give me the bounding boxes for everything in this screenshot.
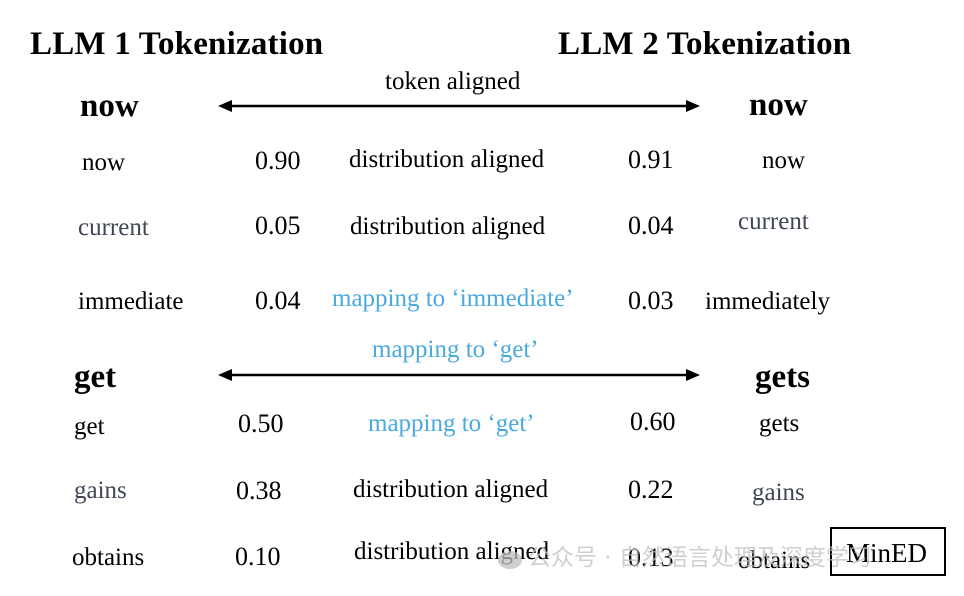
- left-token: get: [74, 413, 105, 440]
- left-token: current: [78, 214, 149, 241]
- right-token: gets: [759, 410, 800, 437]
- token-aligned-arrow: [218, 100, 700, 112]
- left-token: obtains: [72, 544, 145, 571]
- relation-label: distribution aligned: [353, 476, 549, 503]
- right-probability: 0.04: [628, 211, 674, 240]
- relation-label: mapping to ‘get’: [368, 410, 535, 437]
- left-probability: 0.04: [255, 286, 301, 315]
- llm1-heading: LLM 1 Tokenization: [30, 26, 324, 62]
- llm2-heading: LLM 2 Tokenization: [558, 26, 852, 62]
- left-probability: 0.50: [238, 409, 284, 438]
- right-probability: 0.03: [628, 286, 674, 315]
- right-token: current: [738, 208, 809, 235]
- right-probability: 0.91: [628, 145, 674, 174]
- wechat-icon: [498, 551, 522, 569]
- right-token: obtains: [738, 547, 811, 574]
- watermark-text: 公众号 · 自然语言处理及深度学习: [528, 545, 872, 571]
- right-probability: 0.22: [628, 475, 674, 504]
- left-probability: 0.10: [235, 542, 281, 571]
- right-probability: 0.60: [630, 407, 676, 436]
- left-token: immediate: [78, 288, 184, 315]
- mined-badge-box: [830, 527, 946, 576]
- right-anchor-gets: gets: [755, 359, 810, 395]
- relation-label: mapping to ‘immediate’: [332, 285, 574, 312]
- left-probability: 0.90: [255, 146, 301, 175]
- left-probability: 0.05: [255, 211, 301, 240]
- right-token: immediately: [705, 288, 830, 315]
- right-token: now: [762, 147, 806, 174]
- arrow-label-token-aligned: token aligned: [385, 68, 521, 95]
- right-token: gains: [752, 479, 805, 506]
- left-token: gains: [74, 477, 127, 504]
- left-anchor-now: now: [80, 88, 139, 124]
- relation-label: distribution aligned: [349, 146, 545, 173]
- relation-label: distribution aligned: [350, 213, 546, 240]
- left-anchor-get: get: [74, 359, 117, 395]
- mined-badge-label: MinED: [846, 538, 927, 568]
- left-probability: 0.38: [236, 476, 282, 505]
- arrow-label-mapping: mapping to ‘get’: [372, 336, 539, 363]
- right-probability: 0.13: [628, 543, 674, 572]
- right-anchor-now: now: [749, 87, 808, 123]
- mapping-arrow: [218, 369, 700, 381]
- left-token: now: [82, 149, 126, 176]
